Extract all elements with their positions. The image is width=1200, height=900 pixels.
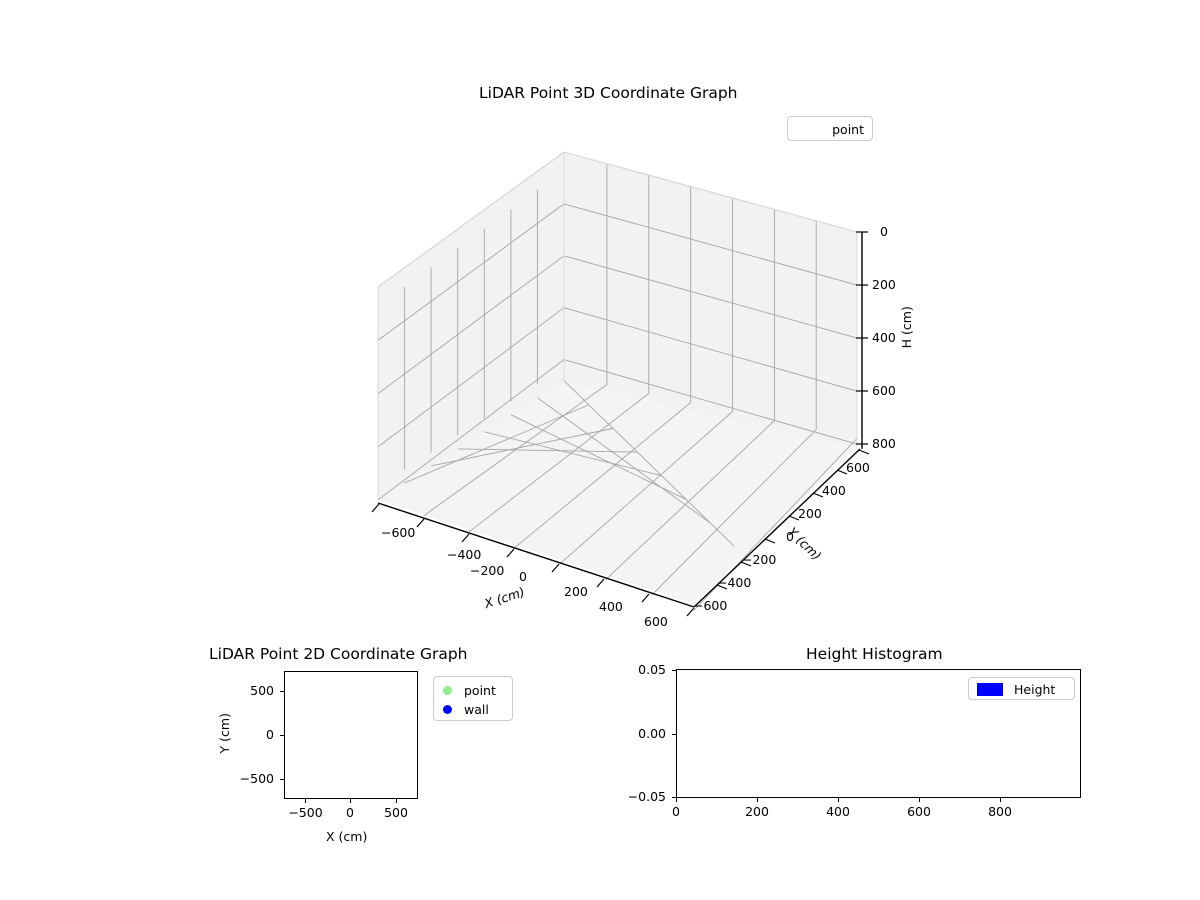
height-patch-icon bbox=[977, 683, 1003, 696]
plot3d-title: LiDAR Point 3D Coordinate Graph bbox=[479, 84, 738, 102]
tick-label-x: 600 bbox=[644, 614, 668, 629]
plot2d-xtick-mark bbox=[396, 799, 398, 803]
wall-marker-icon bbox=[443, 705, 452, 714]
tick-label-x: 0 bbox=[519, 569, 527, 584]
plot2d-xtick-mark bbox=[305, 799, 307, 803]
legend-2d-row-point: point bbox=[443, 683, 496, 698]
tick-label-y: 600 bbox=[846, 460, 870, 475]
plot2d-axes-area[interactable] bbox=[284, 671, 418, 799]
histogram-ytick-mark bbox=[672, 734, 676, 736]
tick-label-y: 200 bbox=[798, 506, 822, 521]
tick-label-x: −200 bbox=[470, 563, 505, 578]
histogram-title: Height Histogram bbox=[806, 645, 943, 663]
histogram-xtick-label: 0 bbox=[672, 804, 680, 819]
plot2d-xlabel: X (cm) bbox=[326, 829, 368, 844]
histogram-xtick-label: 200 bbox=[745, 804, 769, 819]
histogram-xtick-label: 600 bbox=[907, 804, 931, 819]
tick-label-x: 400 bbox=[599, 599, 623, 614]
tick-label-x: −600 bbox=[381, 525, 416, 540]
pane-edges bbox=[377, 151, 858, 500]
histogram-xtick-mark bbox=[757, 798, 759, 802]
tick-label-h: 200 bbox=[872, 277, 896, 292]
plot2d-ylabel: Y (cm) bbox=[216, 713, 232, 754]
axis-ticks-x bbox=[371, 503, 695, 617]
grid-lines-floor bbox=[404, 380, 858, 611]
tick-label-x: −400 bbox=[447, 547, 482, 562]
legend-histogram[interactable]: Height bbox=[968, 677, 1075, 700]
legend-2d-entry-wall: wall bbox=[464, 702, 489, 717]
histogram-ytick-label: 0.05 bbox=[638, 662, 666, 677]
tick-label-y: 0 bbox=[786, 529, 794, 544]
axis-ticks-y bbox=[716, 449, 870, 590]
plot2d-ytick-label: 500 bbox=[250, 683, 274, 698]
tick-label-x: 200 bbox=[564, 584, 588, 599]
axis-label-h: H (cm) bbox=[898, 306, 914, 349]
axis-spine-x bbox=[377, 502, 695, 608]
plot2d-ytick-mark bbox=[280, 779, 284, 781]
tick-label-h: 0 bbox=[880, 224, 888, 239]
point-marker-icon bbox=[443, 686, 452, 695]
tick-label-h: 400 bbox=[872, 330, 896, 345]
histogram-xtick-mark bbox=[919, 798, 921, 802]
plot2d-ytick-label: 0 bbox=[266, 727, 274, 742]
legend-2d[interactable]: point wall bbox=[433, 676, 513, 721]
plot2d-xtick-label: 0 bbox=[346, 805, 354, 820]
plot2d-ytick-mark bbox=[280, 691, 284, 693]
legend-3d-entry-point: point bbox=[832, 122, 864, 137]
plot2d-ytick-label: −500 bbox=[239, 771, 274, 786]
legend-3d[interactable]: point bbox=[787, 116, 873, 141]
legend-histogram-entry-height: Height bbox=[1014, 682, 1056, 697]
plot2d-xtick-label: 500 bbox=[384, 805, 408, 820]
histogram-xtick-mark bbox=[838, 798, 840, 802]
histogram-xtick-label: 400 bbox=[826, 804, 850, 819]
plot2d-ytick-mark bbox=[280, 735, 284, 737]
tick-label-h: 600 bbox=[872, 383, 896, 398]
histogram-ytick-label: 0.00 bbox=[638, 726, 666, 741]
histogram-ytick-mark bbox=[672, 670, 676, 672]
axis-ticks-h bbox=[856, 231, 868, 445]
histogram-xtick-label: 800 bbox=[988, 804, 1012, 819]
axis-spine-y bbox=[693, 448, 861, 608]
tick-label-y: −200 bbox=[742, 552, 777, 567]
histogram-ytick-label: −0.05 bbox=[627, 789, 666, 804]
tick-label-h: 800 bbox=[872, 436, 896, 451]
legend-histogram-row-height: Height bbox=[977, 682, 1055, 697]
pane-back bbox=[564, 152, 857, 447]
pane-left bbox=[378, 152, 564, 500]
tick-label-y: −400 bbox=[717, 575, 752, 590]
tick-label-y: −600 bbox=[693, 598, 728, 613]
pane-floor bbox=[378, 381, 857, 604]
legend-2d-entry-point: point bbox=[464, 683, 496, 698]
tick-label-y: 400 bbox=[822, 483, 846, 498]
histogram-ytick-mark bbox=[672, 797, 676, 799]
histogram-xtick-mark bbox=[1000, 798, 1002, 802]
plot2d-xtick-label: −500 bbox=[288, 805, 323, 820]
plot2d-title: LiDAR Point 2D Coordinate Graph bbox=[209, 645, 468, 663]
legend-2d-row-wall: wall bbox=[443, 702, 489, 717]
histogram-xtick-mark bbox=[676, 798, 678, 802]
plot2d-xtick-mark bbox=[350, 799, 352, 803]
